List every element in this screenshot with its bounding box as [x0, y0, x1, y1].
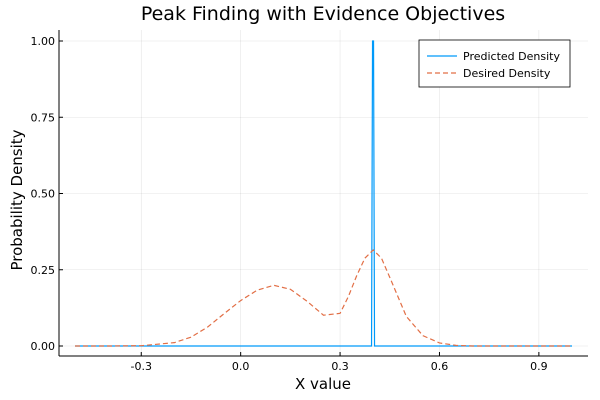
x-tick-label: 0.0 [232, 360, 250, 373]
legend-entry-label: Desired Density [463, 67, 551, 80]
series-line-predicted-density [75, 40, 572, 347]
x-axis-ticks: -0.3 0.0 0.3 0.6 0.9 [131, 352, 548, 373]
series-line-desired-density [75, 249, 572, 347]
x-tick-label: 0.3 [331, 360, 349, 373]
y-tick-label: 0.00 [31, 340, 56, 353]
legend-box [418, 39, 571, 88]
y-tick-label: 1.00 [31, 35, 56, 48]
legend-entry-label: Predicted Density [463, 50, 560, 63]
x-tick-label: 0.6 [431, 360, 449, 373]
x-axis-label: X value [295, 375, 351, 393]
x-tick-label: 0.9 [530, 360, 548, 373]
y-tick-label: 0.50 [31, 188, 56, 201]
legend: Predicted Density Desired Density [418, 39, 571, 88]
y-axis-label: Probability Density [8, 129, 26, 270]
x-tick-label: -0.3 [131, 360, 152, 373]
chart-title: Peak Finding with Evidence Objectives [141, 3, 505, 25]
y-tick-label: 0.25 [31, 264, 56, 277]
y-axis-ticks: 0.00 0.25 0.50 0.75 1.00 [31, 35, 63, 353]
plot-area [75, 40, 572, 347]
y-tick-label: 0.75 [31, 111, 56, 124]
